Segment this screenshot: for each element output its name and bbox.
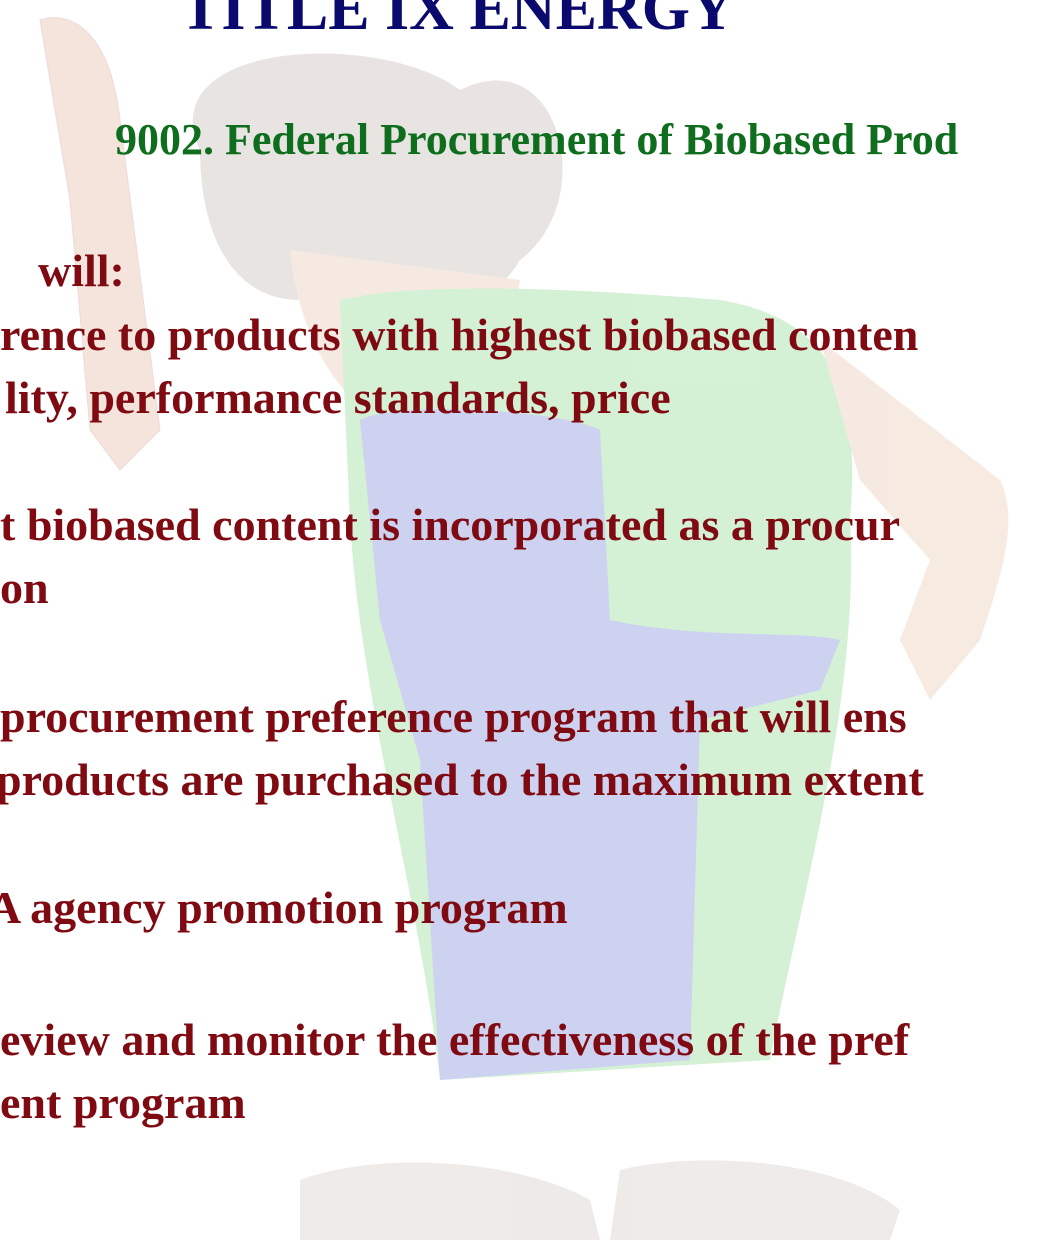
background-illustration	[0, 0, 1041, 1254]
section-heading: 9002. Federal Procurement of Biobased Pr…	[115, 118, 958, 162]
slide-title: TITLE IX ENERGY	[180, 0, 735, 40]
bullet-line: products are purchased to the maximum ex…	[0, 757, 924, 803]
intro: will:	[38, 248, 125, 294]
bullet-line: eview and monitor the effectiveness of t…	[0, 1017, 909, 1063]
bullet-line: t biobased content is incorporated as a …	[0, 502, 900, 548]
bullet-line: lity, performance standards, price	[5, 375, 671, 421]
bullet-line: on	[0, 565, 49, 611]
bullet-line: procurement preference program that will…	[0, 694, 907, 740]
bullet-line: ent program	[0, 1080, 246, 1126]
bullet-line: rence to products with highest biobased …	[0, 312, 918, 358]
slide: {"title": "TITLE IX ENERGY", "heading": …	[0, 0, 1041, 1254]
bullet-line: A agency promotion program	[0, 885, 568, 931]
